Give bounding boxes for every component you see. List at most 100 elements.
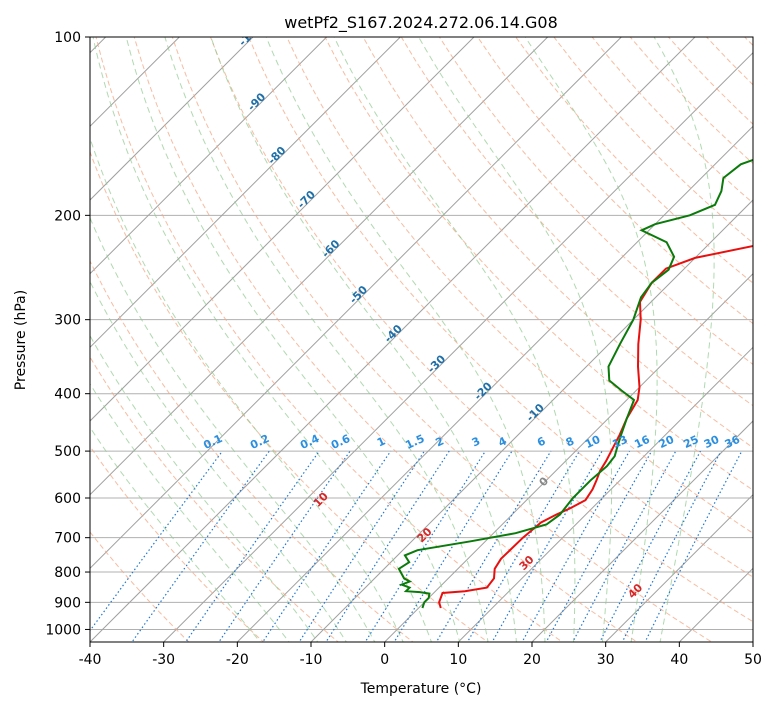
x-tick-label: 30 — [597, 652, 615, 668]
mixing-ratio-label: 0.6 — [329, 432, 352, 452]
wetbulb-label: -10 — [524, 401, 547, 424]
dry-adiabat-label: 30 — [517, 553, 537, 573]
isotherm-line — [90, 37, 475, 422]
axes: -40 -30 -20 -10 0 10 20 30 40 5010020030040050060… — [45, 30, 762, 668]
isotherm-line — [163, 51, 753, 642]
y-tick-label: 400 — [54, 387, 81, 403]
wetbulb-label: -90 — [245, 90, 268, 113]
dry-adiabat — [210, 37, 753, 623]
moist-adiabat — [90, 382, 290, 642]
mixing-ratio-line — [393, 450, 513, 642]
mixing-ratio-label: 3 — [470, 434, 482, 449]
x-tick-label: 20 — [523, 652, 541, 668]
isotherm-line — [90, 37, 328, 275]
isotherm-line — [90, 37, 254, 201]
y-tick-label: 500 — [54, 444, 81, 460]
dry-adiabat — [438, 37, 753, 366]
dry-adiabat — [668, 37, 753, 125]
mixing-ratio-line — [621, 450, 722, 642]
mixing-ratio-label: 4 — [496, 434, 509, 449]
isotherm-line — [90, 37, 622, 570]
y-tick-label: 1000 — [45, 622, 81, 638]
isotherm-line — [90, 37, 401, 349]
wetbulb-label: -50 — [347, 283, 370, 306]
line-labels: 0.1 0.2 0.4 0.6 1 1.5 2 3 4 6 8 10 13 16 20 25 30 36-100-… — [201, 20, 743, 601]
isotherm-line — [605, 493, 753, 642]
mixing-ratio-line — [545, 450, 653, 642]
moist-adiabat — [125, 37, 461, 642]
wetbulb-label: -40 — [382, 322, 405, 345]
mixing-ratio-line — [644, 450, 743, 642]
moist-adiabat — [90, 216, 376, 642]
y-tick-label: 700 — [54, 531, 81, 547]
isotherm-line — [531, 420, 753, 642]
moist-adiabat — [265, 37, 546, 642]
mixing-ratio-label: 20 — [657, 433, 677, 451]
plot-frame — [89, 36, 754, 643]
mixing-ratio-line — [298, 450, 425, 642]
mixing-ratio-line — [218, 450, 351, 642]
mixing-ratio-label: 2 — [434, 434, 446, 449]
moist-adiabat — [524, 37, 658, 642]
dry-adiabat — [324, 37, 753, 491]
background-lines — [90, 37, 753, 642]
mixing-ratio-label: 25 — [681, 433, 700, 451]
dry-adiabat — [248, 37, 753, 578]
x-tick-label: -30 — [152, 652, 175, 668]
isotherm-line — [310, 199, 753, 642]
dry-adiabat — [90, 356, 339, 642]
dry-adiabat — [515, 37, 753, 284]
mixing-ratio-label: 0.2 — [248, 432, 271, 452]
x-tick-label: 10 — [449, 652, 467, 668]
temperature-profile — [438, 244, 753, 609]
x-tick-label: -10 — [300, 652, 323, 668]
moist-adiabat — [90, 136, 404, 642]
dry-adiabat — [95, 37, 564, 642]
dry-adiabat — [171, 37, 713, 642]
mixing-ratio-line — [90, 450, 223, 632]
moist-adiabat — [653, 37, 715, 642]
dry-adiabat — [90, 150, 489, 642]
mixing-ratio-label: 36 — [723, 433, 743, 451]
isotherm-line — [384, 272, 753, 642]
isotherm-line — [90, 37, 549, 496]
moist-adiabat — [164, 37, 489, 642]
mixing-ratio-label: 8 — [564, 434, 576, 449]
mixing-ratio-label: 1 — [375, 434, 387, 449]
dewpoint-profile — [397, 158, 753, 609]
isotherm-line — [236, 125, 753, 642]
x-tick-label: 0 — [380, 652, 389, 668]
mixing-ratio-label: 6 — [535, 434, 548, 449]
wetbulb-label: -70 — [295, 188, 318, 211]
wetbulb-label: -100 — [236, 20, 265, 49]
mixing-ratio-label: 1.5 — [403, 432, 426, 452]
mixing-ratio-line — [491, 450, 603, 642]
grid — [90, 37, 753, 642]
mixing-ratio-label: 10 — [583, 433, 603, 451]
y-tick-label: 300 — [54, 313, 81, 329]
mixing-ratio-label: 30 — [702, 433, 722, 451]
mixing-ratio-line — [435, 450, 552, 642]
mixing-ratio-line — [466, 450, 580, 642]
dry-adiabat-label: 40 — [625, 581, 645, 601]
y-tick-label: 600 — [54, 491, 81, 507]
dry-adiabat — [90, 445, 265, 642]
moist-adiabat — [90, 426, 261, 642]
moist-adiabat — [92, 37, 432, 642]
wetbulb-label: -30 — [425, 352, 448, 375]
y-tick-label: 800 — [54, 565, 81, 581]
x-axis-title: Temperature (°C) — [360, 681, 482, 697]
dry-adiabat — [286, 37, 753, 534]
moist-adiabat — [418, 37, 613, 642]
mixing-ratio-label: 16 — [632, 433, 652, 451]
dry-adiabat — [362, 37, 753, 449]
moist-adiabat — [210, 37, 518, 642]
dry-adiabat — [400, 37, 753, 407]
mixing-ratio-label: 0.4 — [298, 432, 321, 452]
zero-isotherm-label: 0 — [537, 474, 552, 489]
moist-adiabat — [90, 334, 319, 642]
mixing-ratio-line — [325, 450, 450, 642]
y-tick-label: 100 — [54, 30, 81, 46]
isotherm-line — [90, 37, 696, 642]
